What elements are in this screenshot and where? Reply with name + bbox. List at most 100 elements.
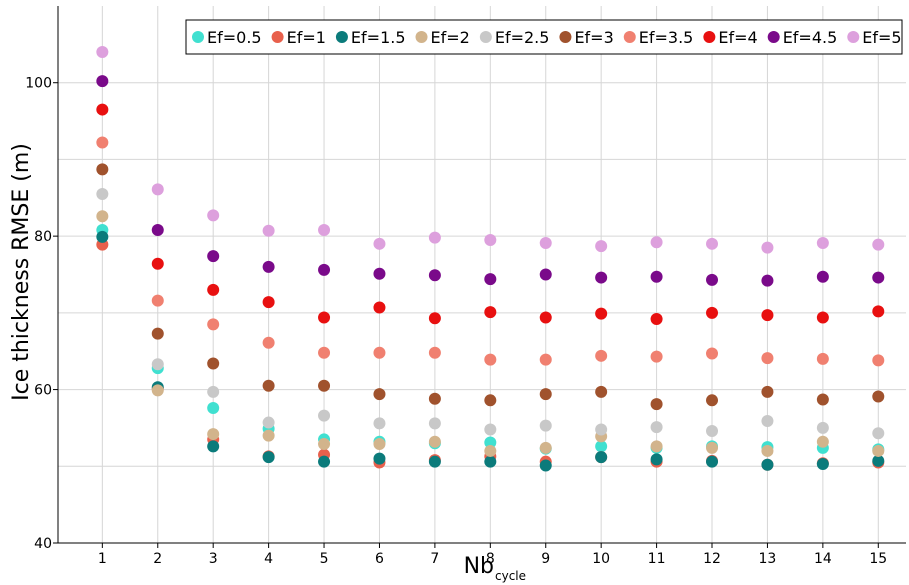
legend-label: Ef=1 xyxy=(287,28,326,47)
data-point xyxy=(539,419,552,432)
data-point xyxy=(484,436,497,449)
x-tick-label: 15 xyxy=(869,551,887,567)
data-point xyxy=(872,427,885,440)
data-point xyxy=(96,187,109,200)
legend-marker xyxy=(559,31,572,43)
data-point xyxy=(373,237,386,250)
data-point xyxy=(96,75,109,88)
data-point xyxy=(706,441,719,454)
data-point xyxy=(595,440,608,453)
legend-box xyxy=(185,19,903,55)
data-point xyxy=(539,388,552,401)
data-point xyxy=(706,424,719,437)
data-point xyxy=(650,270,663,283)
data-point xyxy=(262,260,275,273)
data-point xyxy=(428,455,441,468)
data-point xyxy=(484,273,497,286)
data-point xyxy=(816,270,829,283)
data-point xyxy=(595,423,608,436)
data-point xyxy=(318,346,331,359)
data-point xyxy=(761,444,774,457)
legend-marker xyxy=(415,31,428,43)
data-point xyxy=(650,236,663,249)
data-point xyxy=(706,394,719,407)
data-point xyxy=(650,453,663,466)
x-tick-label: 10 xyxy=(592,551,610,567)
data-point xyxy=(706,347,719,360)
data-point xyxy=(816,435,829,448)
data-point xyxy=(706,306,719,319)
data-point xyxy=(262,416,275,429)
data-point xyxy=(318,263,331,276)
data-point xyxy=(872,454,885,467)
data-point xyxy=(816,421,829,434)
legend-marker xyxy=(767,31,780,43)
data-point xyxy=(207,209,220,222)
data-point xyxy=(595,349,608,362)
data-point xyxy=(650,421,663,434)
data-point xyxy=(872,238,885,251)
data-point xyxy=(373,301,386,314)
legend-marker xyxy=(479,31,492,43)
data-point xyxy=(207,428,220,441)
data-point xyxy=(761,352,774,365)
legend-label: Ef=2.5 xyxy=(495,28,550,47)
x-tick-label: 1 xyxy=(98,551,107,567)
x-tick-label: 2 xyxy=(153,551,162,567)
data-point xyxy=(207,385,220,398)
data-point xyxy=(428,269,441,282)
data-point xyxy=(151,183,164,196)
y-axis-label: Ice thickness RMSE (m) xyxy=(9,143,34,401)
data-point xyxy=(816,393,829,406)
x-tick-label: 12 xyxy=(703,551,721,567)
data-point xyxy=(484,444,497,457)
data-point xyxy=(428,392,441,405)
data-point xyxy=(207,357,220,370)
data-point xyxy=(595,307,608,320)
legend-label: Ef=0.5 xyxy=(207,28,262,47)
x-tick-label: 11 xyxy=(648,551,666,567)
data-point xyxy=(318,311,331,324)
data-point xyxy=(872,390,885,403)
data-point xyxy=(595,271,608,284)
data-point xyxy=(428,435,441,448)
data-point xyxy=(373,267,386,280)
x-axis-label-subscript: cycle xyxy=(495,569,526,583)
data-point xyxy=(484,423,497,436)
data-point xyxy=(872,444,885,457)
data-point xyxy=(262,224,275,237)
data-point xyxy=(706,273,719,286)
x-tick-label: 3 xyxy=(209,551,218,567)
data-point xyxy=(262,451,275,464)
data-point xyxy=(761,458,774,471)
data-point xyxy=(539,459,552,472)
data-point xyxy=(96,163,109,176)
data-point xyxy=(428,417,441,430)
data-point xyxy=(872,271,885,284)
data-point xyxy=(318,224,331,237)
data-point xyxy=(262,379,275,392)
data-point xyxy=(207,283,220,296)
data-point xyxy=(872,305,885,318)
y-tick-label: 100 xyxy=(25,76,52,92)
data-point xyxy=(151,257,164,270)
legend-marker xyxy=(271,31,284,43)
data-point xyxy=(318,455,331,468)
data-point xyxy=(207,250,220,263)
y-tick-label: 80 xyxy=(34,229,52,245)
data-point xyxy=(761,385,774,398)
data-point xyxy=(539,311,552,324)
data-point xyxy=(262,296,275,309)
data-point xyxy=(96,210,109,223)
data-point xyxy=(96,230,109,243)
data-point xyxy=(761,309,774,322)
data-point xyxy=(96,136,109,149)
data-point xyxy=(373,438,386,451)
data-point xyxy=(373,346,386,359)
legend-label: Ef=2 xyxy=(431,28,470,47)
data-point xyxy=(761,241,774,254)
legend-marker xyxy=(192,31,204,43)
x-axis-label: Nb xyxy=(464,554,494,579)
data-point xyxy=(484,306,497,319)
